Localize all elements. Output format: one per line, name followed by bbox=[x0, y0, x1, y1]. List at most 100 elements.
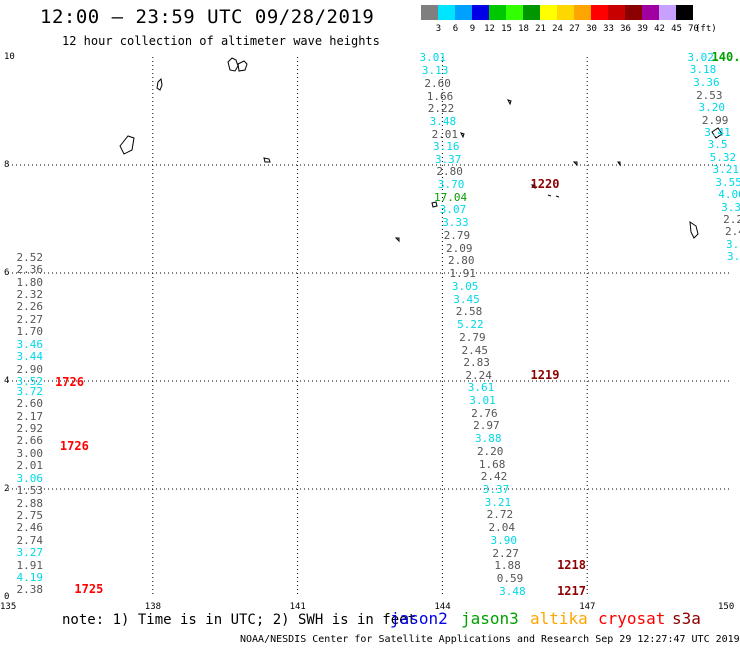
island bbox=[572, 161, 578, 167]
pass-time-label: 1726 bbox=[55, 375, 84, 390]
wave-height-value: 2.27 bbox=[492, 546, 519, 560]
wave-height-value: 3.44 bbox=[16, 350, 43, 364]
legend-swatch bbox=[642, 5, 659, 20]
island bbox=[431, 201, 438, 208]
legend-label: 30 bbox=[586, 24, 597, 34]
wave-height-value: 3.01 bbox=[419, 51, 447, 64]
wave-height-value: 2.66 bbox=[16, 434, 43, 448]
wave-height-value: 3.00 bbox=[16, 446, 43, 460]
satellite-altika: altika bbox=[530, 609, 588, 628]
wave-height-value: 5.32 bbox=[709, 150, 737, 164]
wave-height-value: 3.48 bbox=[499, 584, 526, 598]
lon-tick-label: 150 bbox=[718, 602, 735, 612]
legend-swatch bbox=[472, 5, 489, 20]
island bbox=[689, 220, 699, 239]
wave-height-value: 3.37 bbox=[482, 483, 510, 496]
wave-height-value: 1.91 bbox=[449, 267, 476, 280]
legend-swatch bbox=[625, 5, 642, 20]
lon-tick-label: 138 bbox=[144, 602, 162, 612]
lat-tick-label: 4 bbox=[4, 376, 10, 386]
legend-label: 9 bbox=[469, 24, 476, 34]
wave-height-value: 3.05 bbox=[451, 279, 479, 293]
wave-height-value: 2.22 bbox=[427, 102, 455, 116]
legend-label: 33 bbox=[603, 24, 614, 34]
wave-height-value: 3.52 bbox=[16, 375, 43, 388]
wave-height-value: 3.36 bbox=[693, 75, 720, 89]
wave-height-value: 1.91 bbox=[16, 558, 43, 572]
wave-height-value: 2.83 bbox=[463, 356, 490, 370]
wave-height-value: 2.75 bbox=[16, 508, 43, 522]
wave-height-value: 2.09 bbox=[446, 241, 473, 255]
legend-swatch bbox=[574, 5, 591, 20]
island bbox=[617, 161, 621, 167]
footer-credit: NOAA/NESDIS Center for Satellite Applica… bbox=[240, 634, 740, 645]
wave-height-value: 2.36 bbox=[16, 263, 43, 277]
legend-label: 12 bbox=[484, 24, 495, 34]
pass-time-label: 1217 bbox=[557, 583, 586, 598]
legend-label: 42 bbox=[654, 24, 665, 34]
wave-height-value: 3.45 bbox=[453, 292, 480, 306]
wave-height-value: 1.53 bbox=[16, 484, 43, 498]
wave-height-value: 3.07 bbox=[439, 203, 467, 217]
wave-height-value: 2.88 bbox=[16, 496, 43, 510]
pass-time-label: 1219 bbox=[530, 367, 560, 382]
legend-swatch bbox=[421, 5, 438, 20]
lon-tick-label: 141 bbox=[289, 602, 306, 612]
wave-height-value: 2.2 bbox=[723, 213, 740, 226]
island bbox=[156, 77, 163, 91]
wave-height-value: 3.27 bbox=[16, 546, 43, 560]
wave-height-value: 2.60 bbox=[424, 76, 451, 90]
legend-swatch bbox=[659, 5, 676, 20]
wave-height-value: 3.21 bbox=[712, 163, 739, 177]
island bbox=[227, 57, 248, 72]
lat-lon-grid bbox=[8, 57, 732, 597]
wave-height-value: 2.53 bbox=[696, 88, 723, 102]
pass-time-label: 1220 bbox=[530, 177, 560, 192]
legend-label: 3 bbox=[435, 24, 442, 34]
wave-height-value: 5.22 bbox=[457, 317, 484, 331]
note-text: note: 1) Time is in UTC; 2) SWH is in fe… bbox=[62, 612, 417, 628]
satellite-s3a: s3a bbox=[672, 609, 701, 628]
wave-height-value: 2.4 bbox=[725, 225, 740, 239]
wave-height-value: 2.90 bbox=[16, 362, 43, 376]
wave-height-value: 2.79 bbox=[459, 330, 486, 344]
wave-height-value: 3.37 bbox=[434, 152, 462, 166]
pass-time-label: 1725 bbox=[74, 582, 104, 597]
wave-height-value: 3.13 bbox=[421, 63, 449, 77]
satellite-jason2: jason2 bbox=[390, 609, 448, 628]
wave-height-value: 3.90 bbox=[490, 533, 517, 547]
wave-height-value: 2.20 bbox=[476, 445, 504, 459]
island bbox=[394, 237, 400, 243]
legend-label: 36 bbox=[620, 24, 631, 34]
legend-label: 27 bbox=[569, 24, 580, 34]
wave-height-value: 2.45 bbox=[461, 343, 488, 357]
wave-height-value: 1.88 bbox=[494, 559, 521, 573]
wave-height-value: 2.79 bbox=[443, 229, 471, 243]
wave-height-value: 2.01 bbox=[16, 459, 43, 473]
wave-height-value: 3. bbox=[726, 250, 740, 264]
wave-height-value: 3.20 bbox=[698, 101, 725, 115]
wave-height-value: 2.04 bbox=[488, 520, 516, 534]
wave-height-value: 2.76 bbox=[471, 406, 498, 420]
wave-height-value: 3.21 bbox=[484, 495, 512, 509]
lat-tick-label: 6 bbox=[4, 268, 10, 278]
wave-height-value: 3.02 bbox=[687, 51, 714, 64]
wave-height-value: 3.55 bbox=[715, 175, 740, 189]
legend-swatch bbox=[540, 5, 557, 20]
legend-label: 39 bbox=[637, 24, 648, 34]
page-subtitle: 12 hour collection of altimeter wave hei… bbox=[62, 34, 380, 48]
wave-height-value: 2.99 bbox=[701, 113, 729, 127]
lon-tick-label: 144 bbox=[434, 602, 451, 612]
wave-height-value: 2.01 bbox=[431, 127, 459, 141]
wave-height-value: 4.00 bbox=[718, 188, 740, 202]
island bbox=[711, 127, 723, 139]
wave-height-value: 3.70 bbox=[437, 178, 465, 192]
wave-height-value: 4.19 bbox=[16, 571, 43, 585]
legend-swatch bbox=[506, 5, 523, 20]
wave-height-value: 2.27 bbox=[16, 312, 43, 326]
wave-height-value: 2.58 bbox=[455, 305, 483, 319]
wave-height-value: 3.18 bbox=[689, 63, 717, 77]
wave-height-value: 2.46 bbox=[16, 521, 43, 535]
wave-height-value: 3. bbox=[726, 237, 740, 251]
